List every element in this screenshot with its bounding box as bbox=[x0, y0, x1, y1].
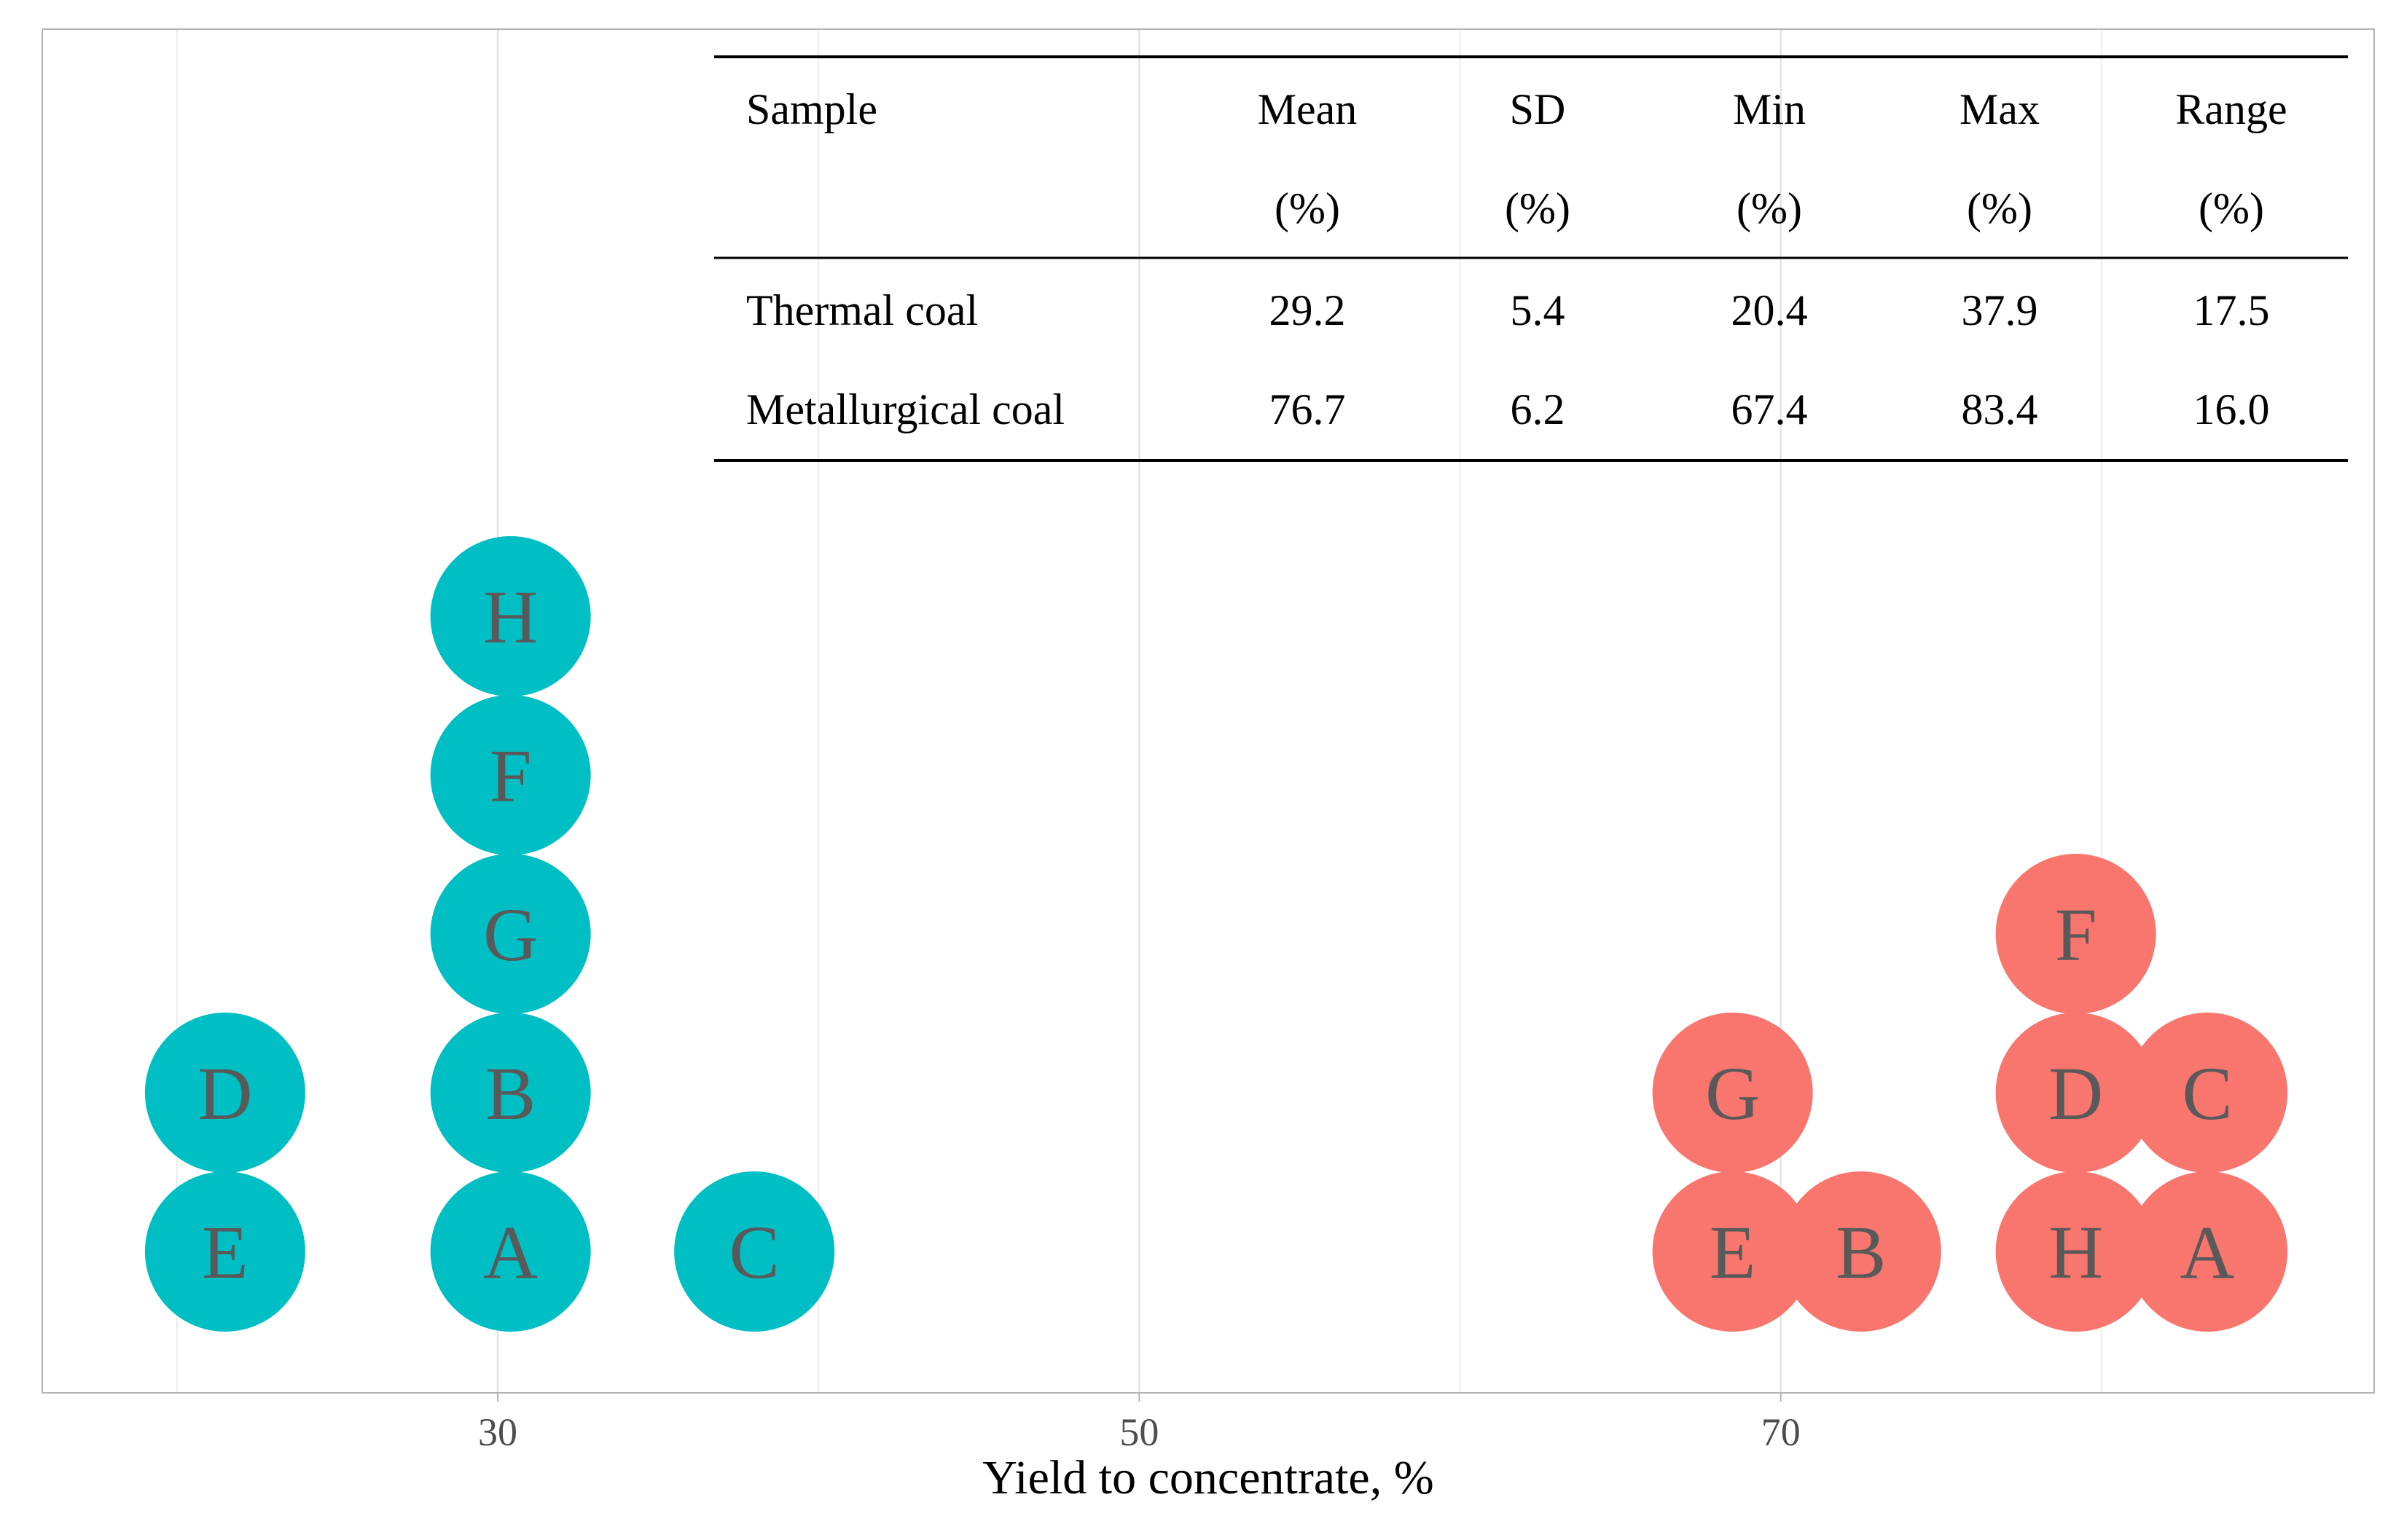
dot bbox=[430, 854, 591, 1014]
dot-label: E bbox=[202, 1211, 248, 1295]
dot-label: B bbox=[1836, 1211, 1886, 1295]
table-header: Mean bbox=[1258, 85, 1358, 133]
table-header: SD bbox=[1510, 85, 1566, 133]
table-header-unit: (%) bbox=[1967, 184, 2032, 232]
table-header: Min bbox=[1733, 85, 1806, 133]
dot bbox=[2127, 1013, 2288, 1173]
x-axis-title: Yield to concentrate, % bbox=[982, 1451, 1433, 1504]
dot-label: C bbox=[729, 1211, 779, 1295]
table-header-unit: (%) bbox=[1505, 184, 1570, 232]
dot-label: A bbox=[2180, 1211, 2235, 1295]
table-cell: 17.5 bbox=[2193, 286, 2270, 334]
table-header-unit: (%) bbox=[2199, 184, 2264, 232]
dot-label: D bbox=[2048, 1052, 2103, 1136]
x-tick-label: 30 bbox=[478, 1410, 517, 1454]
dot bbox=[1652, 1171, 1813, 1332]
table-header-unit: (%) bbox=[1275, 184, 1340, 232]
dot bbox=[1995, 1013, 2156, 1173]
dot bbox=[144, 1171, 305, 1332]
dot bbox=[2127, 1171, 2288, 1332]
dot-label: C bbox=[2182, 1052, 2232, 1136]
table-cell: 20.4 bbox=[1731, 286, 1808, 334]
table-header: Sample bbox=[746, 85, 877, 133]
table-header-unit: (%) bbox=[1737, 184, 1802, 232]
dot-label: F bbox=[490, 734, 532, 818]
table-cell: 67.4 bbox=[1731, 385, 1808, 433]
dot-label: A bbox=[483, 1211, 538, 1295]
table-cell: 76.7 bbox=[1269, 385, 1346, 433]
dot-label: B bbox=[485, 1052, 536, 1136]
table-cell: Thermal coal bbox=[746, 286, 978, 334]
dot-label: G bbox=[1705, 1052, 1760, 1136]
dot bbox=[1780, 1171, 1941, 1332]
dot bbox=[1995, 854, 2156, 1014]
dot-label: H bbox=[2048, 1211, 2103, 1295]
dot bbox=[1652, 1013, 1813, 1173]
table-cell: Metallurgical coal bbox=[746, 385, 1065, 433]
x-tick-label: 70 bbox=[1761, 1410, 1801, 1454]
dot-label: E bbox=[1710, 1211, 1756, 1295]
table-cell: 6.2 bbox=[1511, 385, 1565, 433]
dot-label: D bbox=[197, 1052, 252, 1136]
table-cell: 83.4 bbox=[1962, 385, 2038, 433]
dot-label: H bbox=[483, 575, 538, 659]
dot bbox=[1995, 1171, 2156, 1332]
dot bbox=[144, 1013, 305, 1173]
table-cell: 37.9 bbox=[1962, 286, 2038, 334]
x-tick-label: 50 bbox=[1119, 1410, 1159, 1454]
dot bbox=[430, 1013, 591, 1173]
dot-label: F bbox=[2055, 893, 2097, 977]
table-cell: 16.0 bbox=[2193, 385, 2270, 433]
table-header: Max bbox=[1960, 85, 2040, 133]
dot bbox=[430, 695, 591, 855]
table-header: Range bbox=[2175, 85, 2287, 133]
table-cell: 29.2 bbox=[1269, 286, 1346, 334]
dot bbox=[674, 1171, 835, 1332]
x-axis: 30 50 70 bbox=[478, 1393, 1801, 1454]
plot-panel-border bbox=[42, 28, 2375, 1394]
dot bbox=[430, 1171, 591, 1332]
table-cell: 5.4 bbox=[1511, 286, 1565, 334]
dot-label: G bbox=[483, 893, 538, 977]
dot bbox=[430, 536, 591, 696]
summary-table: Sample Mean (%) SD (%) Min (%) Max (%) Range (%) Th… bbox=[714, 55, 2348, 462]
